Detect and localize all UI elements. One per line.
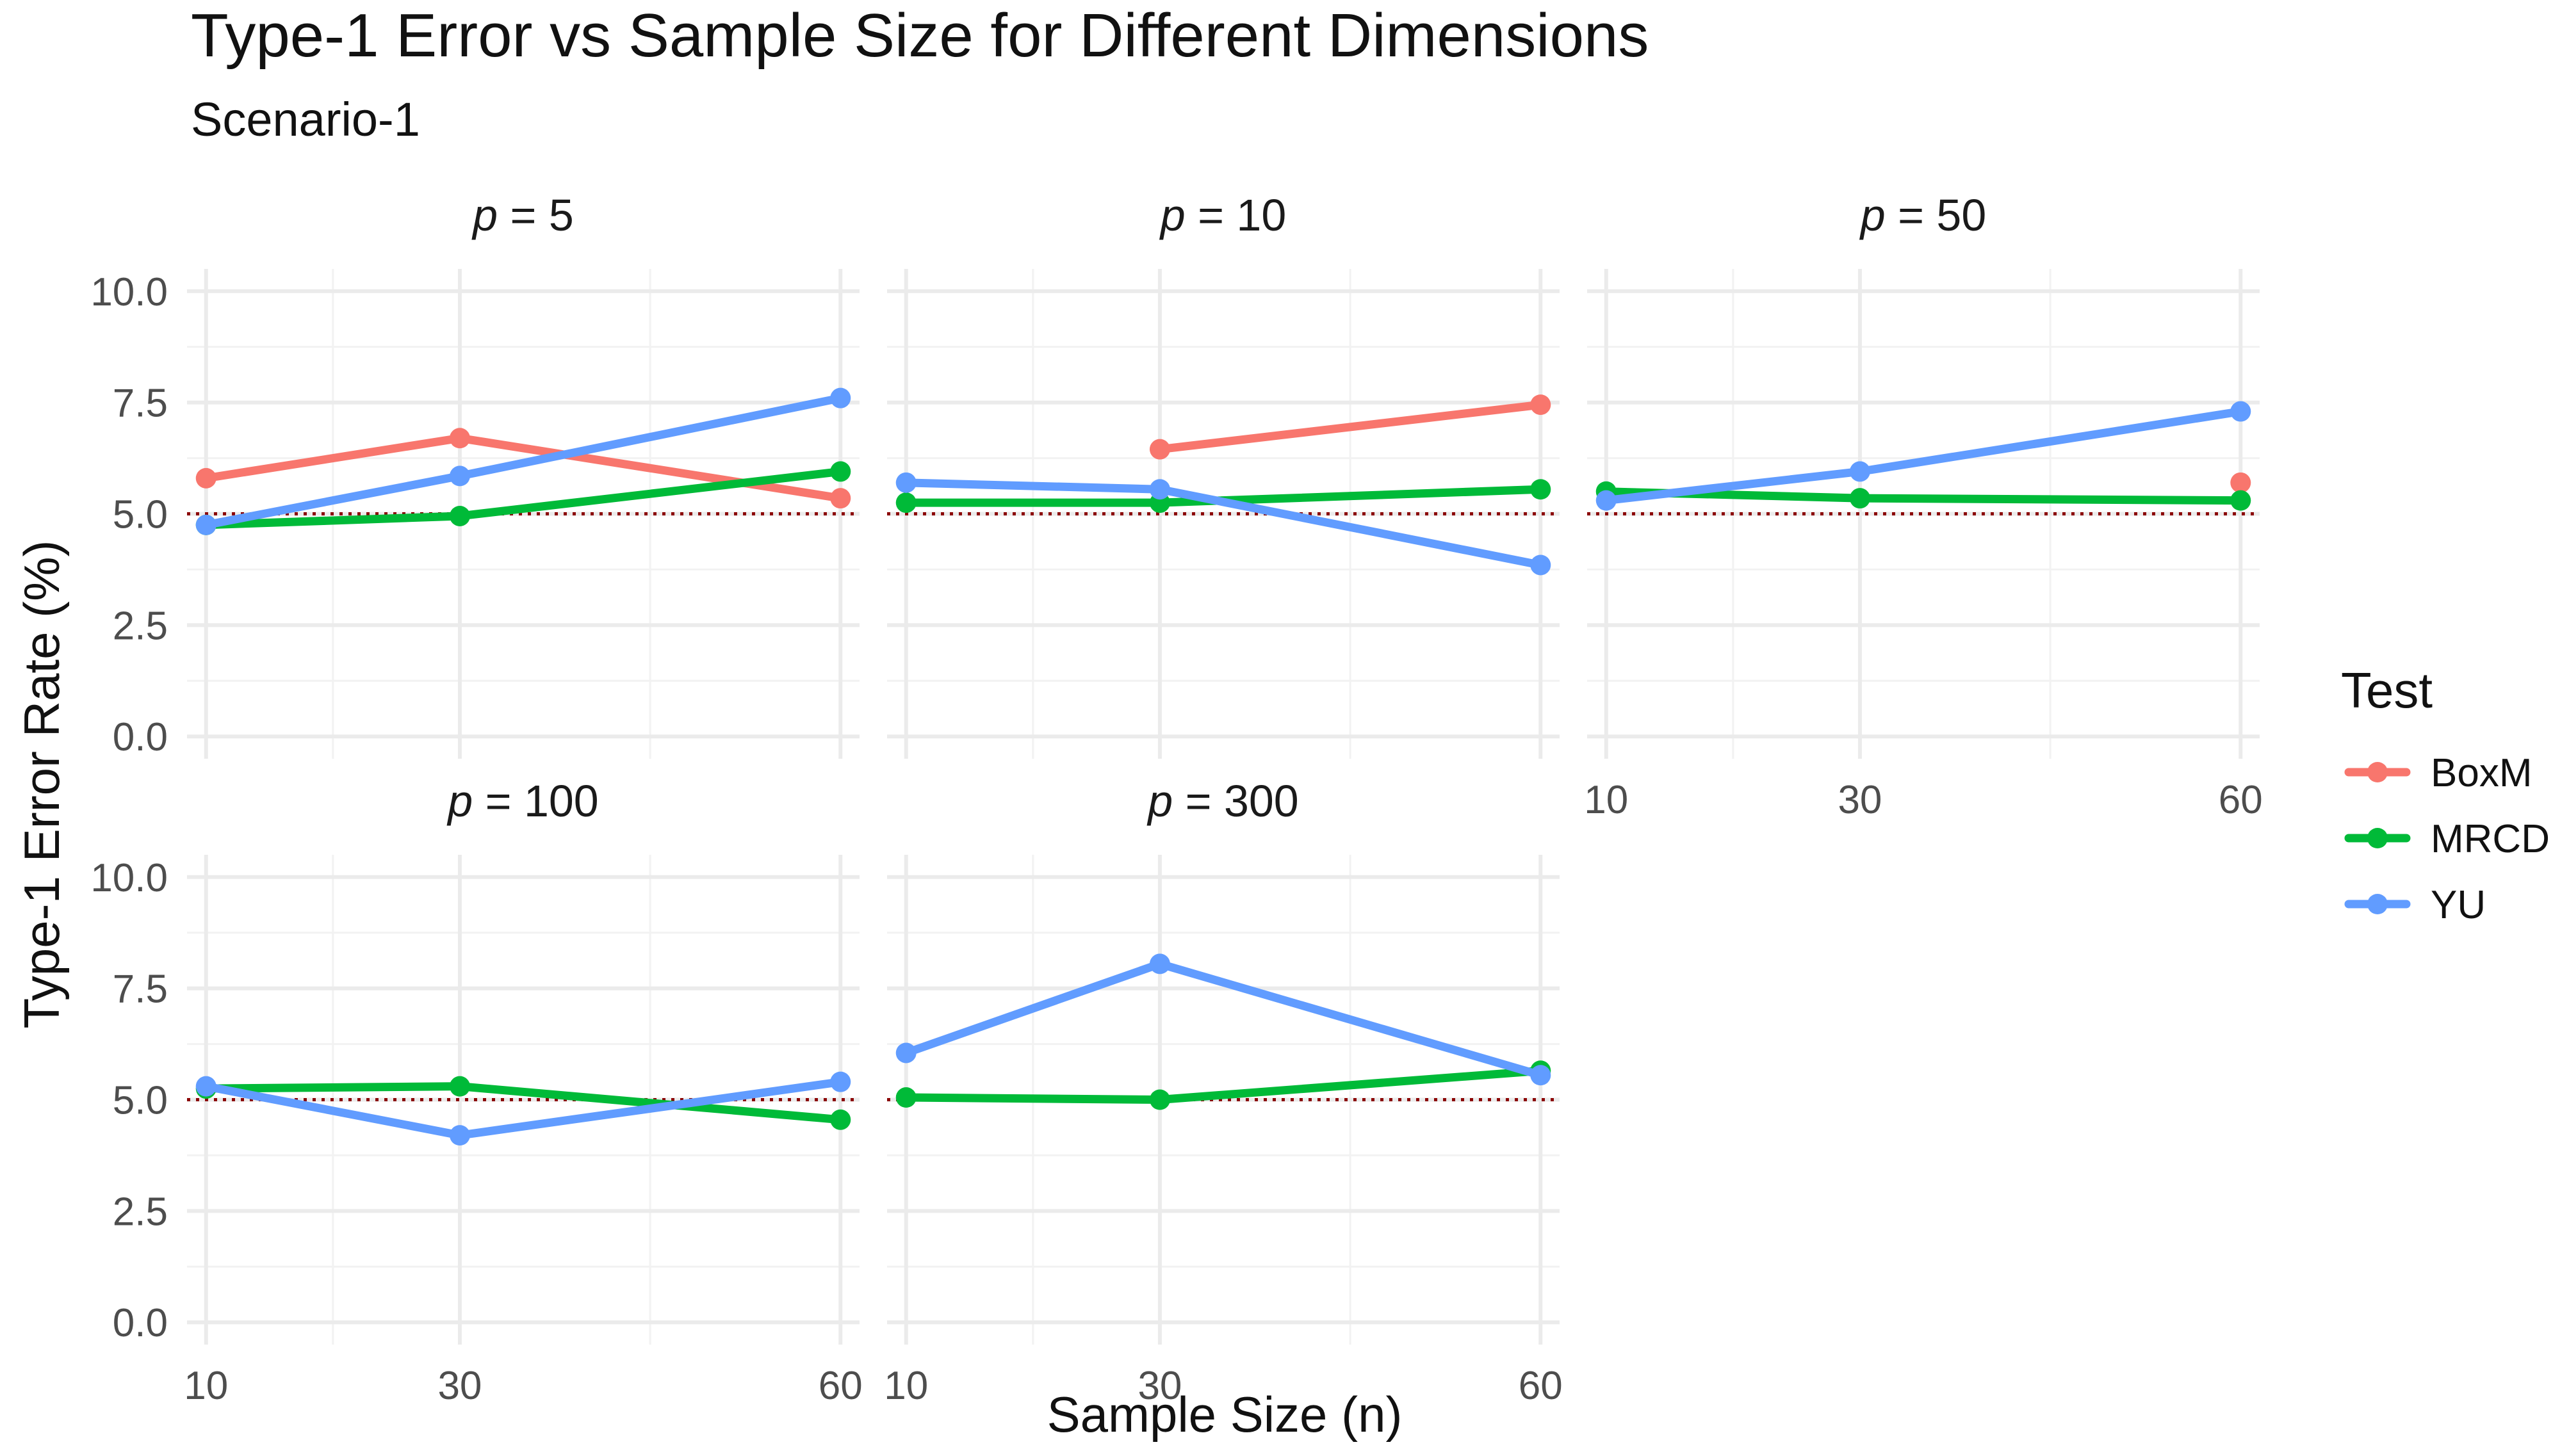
data-point-boxm [2230,472,2251,493]
data-point-boxm [1149,439,1170,460]
x-tick-label: 10 [184,1364,228,1408]
y-tick-label: 5.0 [113,1079,168,1123]
data-point-boxm [195,467,216,489]
legend-key-point [2367,828,2388,848]
data-point-mrcd [2230,490,2251,511]
y-tick-label: 10.0 [90,270,168,314]
data-point-yu [895,472,917,493]
series-line-yu [902,959,1545,1080]
data-point-yu [830,1071,851,1092]
y-tick-label: 2.5 [113,1190,168,1234]
data-point-mrcd [1530,479,1551,500]
data-point-mrcd [1149,1089,1170,1110]
legend: Test BoxM MRCD YU [2341,662,2550,927]
data-point-yu [2230,401,2251,422]
data-point-yu [1530,1065,1551,1086]
data-point-yu [449,1125,470,1146]
y-tick-label: 7.5 [113,967,168,1012]
data-point-yu [195,1076,216,1097]
data-point-mrcd [895,492,917,514]
y-axis-title: Type-1 Error Rate (%) [13,540,70,1029]
facet-strip-label: p = 100 [446,776,599,826]
series-line-boxm [202,433,845,503]
data-point-yu [1149,953,1170,975]
data-point-yu [195,514,216,535]
data-point-mrcd [449,505,470,526]
legend-key-point [2367,762,2388,782]
legend-item-boxm: BoxM [2344,751,2532,795]
legend-key-point [2367,894,2388,914]
data-point-yu [895,1042,917,1064]
data-point-yu [1849,461,1870,482]
facet-panel-p-100: p = 100 0.0 2.5 5.0 7.5 10.0 10 30 60 [90,776,862,1408]
x-tick-label: 60 [2219,778,2263,822]
x-tick-label: 30 [1838,778,1882,822]
data-point-yu [1149,479,1170,500]
data-point-yu [1595,490,1617,511]
y-tick-label: 0.0 [113,1301,168,1345]
data-point-yu [1530,554,1551,576]
facet-panel-p-5: p = 5 0.0 2.5 5.0 7.5 10.0 [90,190,860,759]
data-point-mrcd [1849,488,1870,509]
legend-item-yu: YU [2344,883,2486,927]
legend-label: MRCD [2431,817,2550,861]
series-line-yu [1602,407,2245,505]
y-tick-label: 2.5 [113,604,168,648]
data-point-mrcd [895,1087,917,1108]
legend-item-mrcd: MRCD [2344,817,2550,861]
x-tick-label: 10 [1584,778,1628,822]
x-axis-title: Sample Size (n) [1047,1386,1403,1443]
chart-subtitle: Scenario-1 [191,93,420,146]
y-tick-label: 10.0 [90,856,168,900]
x-tick-label: 30 [437,1364,482,1408]
facet-panel-p-10: p = 10 [887,190,1560,759]
data-point-mrcd [830,461,851,482]
data-point-yu [449,465,470,487]
facet-panel-p-50: p = 50 10 30 60 [1584,190,2263,822]
legend-title: Test [2341,662,2433,718]
data-point-boxm [830,488,851,509]
x-tick-label: 60 [1519,1364,1563,1408]
data-point-boxm [449,428,470,449]
x-tick-label: 60 [819,1364,863,1408]
y-tick-label: 7.5 [113,382,168,426]
facet-strip-label: p = 50 [1859,190,1987,240]
facet-strip-label: p = 300 [1146,776,1299,826]
facet-strip-label: p = 5 [471,190,574,240]
x-tick-label: 30 [1138,1364,1182,1408]
data-point-yu [830,387,851,408]
facet-panel-p-300: p = 300 10 30 60 [884,776,1563,1408]
facet-strip-label: p = 10 [1159,190,1287,240]
data-point-boxm [1530,394,1551,416]
series-line-boxm [1155,400,1545,454]
y-tick-label: 5.0 [113,493,168,537]
data-point-mrcd [830,1109,851,1130]
legend-label: YU [2431,883,2486,927]
legend-label: BoxM [2431,751,2532,795]
series-line-mrcd [202,467,845,530]
data-point-mrcd [449,1076,470,1097]
chart-title: Type-1 Error vs Sample Size for Differen… [191,1,1649,70]
x-tick-label: 10 [884,1364,928,1408]
y-tick-label: 0.0 [113,715,168,759]
series-line-mrcd [902,1066,1545,1104]
